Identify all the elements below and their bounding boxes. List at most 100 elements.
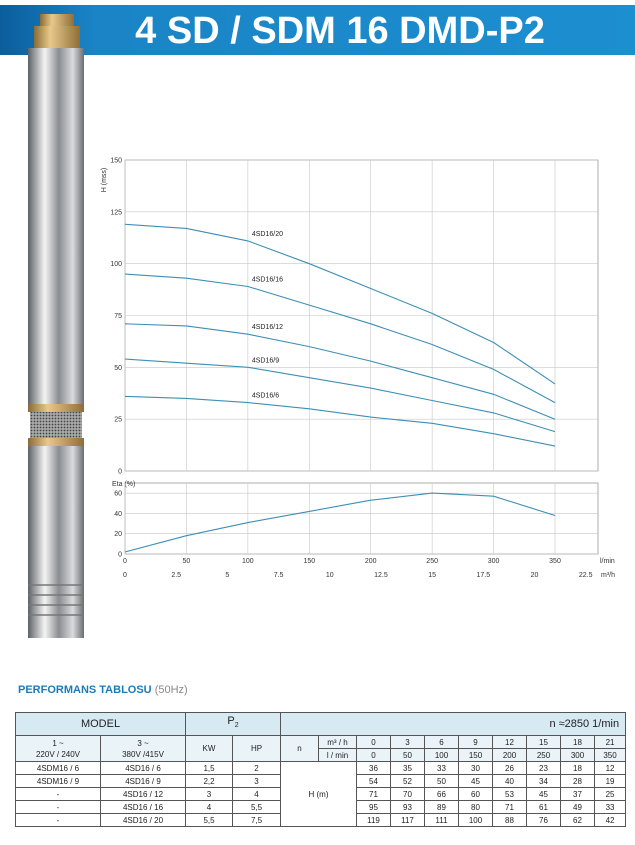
table-cell: 50	[424, 774, 459, 788]
cell-text: MODEL	[80, 717, 121, 730]
header-cell: 9	[458, 735, 493, 749]
subscript: 2	[234, 722, 239, 730]
y-axis-title: H (mss)	[101, 168, 108, 193]
cell-text: 4SD16 / 6	[125, 763, 161, 773]
cell-text: 26	[505, 763, 514, 773]
table-cell: 1,5	[185, 761, 233, 775]
header-cell: m³ / h	[318, 735, 357, 749]
cell-text: 50	[403, 750, 412, 760]
cell-text: HP	[250, 744, 263, 753]
table-cell: 4SD16 / 9	[100, 774, 186, 788]
table-cell: 89	[424, 800, 459, 814]
y-tick-label: 75	[114, 313, 122, 320]
table-cell: 28	[560, 774, 595, 788]
table-cell: 37	[560, 787, 595, 801]
cell-text: 35	[403, 763, 412, 773]
header-cell: 50	[390, 748, 425, 762]
cell-text: 40	[505, 776, 514, 786]
y-tick-label: 50	[114, 365, 122, 372]
curve-label: 4SD16/9	[252, 357, 279, 364]
table-cell: 61	[526, 800, 561, 814]
cell-text: 30	[471, 763, 480, 773]
cell-text: 111	[435, 815, 448, 825]
x2-axis-title: m³/h	[601, 572, 615, 579]
table-cell: 4SD16 / 16	[100, 800, 186, 814]
cell-text: 80	[471, 802, 480, 812]
table-cell: 70	[390, 787, 425, 801]
cell-text: KW	[202, 744, 216, 753]
cell-text: 89	[437, 802, 446, 812]
table-cell: 71	[492, 800, 527, 814]
table-cell: 5,5	[232, 800, 281, 814]
cell-text: 53	[505, 789, 514, 799]
cell-text: 60	[471, 789, 480, 799]
y-tick-label: 40	[114, 511, 122, 518]
table-cell: 45	[526, 787, 561, 801]
table-cell: 4	[185, 800, 233, 814]
x2-tick-label: 5	[225, 572, 229, 579]
cell-text: 300	[570, 750, 585, 760]
curve	[124, 323, 556, 420]
table-heading: PERFORMANS TABLOSU (50Hz)	[18, 684, 188, 696]
x-tick-label: 250	[426, 558, 438, 565]
table-row: - 4SD16 / 16 4 5,5 95 93 89 80 71 61 49 33	[15, 800, 627, 814]
table-cell: 88	[492, 813, 527, 827]
cell-text: 7,5	[250, 815, 263, 825]
header-cell: 200	[492, 748, 527, 762]
cell-text: l / min	[326, 750, 349, 760]
pump-image	[28, 14, 84, 638]
x-tick-label: 0	[123, 558, 127, 565]
table-cell: 35	[390, 761, 425, 775]
y-tick-label: 60	[114, 491, 122, 498]
cell-text: 4SD16 / 16	[122, 802, 164, 812]
table-cell: 5,5	[185, 813, 233, 827]
x-tick-label: 350	[549, 558, 561, 565]
cell-text: 6	[439, 737, 444, 747]
curve-label: 4SD16/6	[252, 393, 279, 400]
table-cell: 26	[492, 761, 527, 775]
table-cell: -	[15, 800, 101, 814]
table-cell: 34	[526, 774, 561, 788]
cell-text: 4SD16 / 12	[122, 789, 164, 799]
sheet: 4 SD / SDM 16 DMD-P2 H (mss) Eta (%) l/m…	[0, 5, 635, 696]
cell-text: 45	[471, 776, 480, 786]
cell-text: 42	[605, 815, 615, 825]
cell-text: 4	[206, 802, 212, 812]
table-cell: 45	[458, 774, 493, 788]
cell-text: -	[56, 815, 60, 825]
x2-tick-label: 12.5	[374, 572, 388, 579]
table-cell: 33	[593, 800, 627, 814]
cell-text: 93	[403, 802, 412, 812]
cell-text: P	[227, 715, 235, 728]
x2-tick-label: 10	[326, 572, 334, 579]
cell-text: 28	[573, 776, 582, 786]
table-cell: 100	[458, 813, 493, 827]
cell-text: 23	[539, 763, 548, 773]
table-cell: 49	[560, 800, 595, 814]
cell-text: 1 ~	[52, 738, 64, 748]
cell-text: 15	[539, 737, 548, 747]
y-tick-label: 25	[114, 417, 122, 424]
table-cell: 40	[492, 774, 527, 788]
cell-text: 119	[367, 815, 380, 825]
y-tick-label: 125	[110, 209, 122, 216]
heading-note: (50Hz)	[155, 684, 188, 696]
cell-text: 1,5	[203, 763, 215, 773]
cell-text: 4SD16 / 9	[125, 776, 161, 786]
cell-text: 49	[573, 802, 582, 812]
cell-text: 5,5	[250, 802, 263, 812]
table-cell: 117	[390, 813, 425, 827]
curve-label: 4SD16/16	[252, 276, 283, 283]
title-banner	[0, 5, 635, 55]
table-cell: 119	[356, 813, 391, 827]
cell-text: 62	[573, 815, 582, 825]
cell-text: 54	[369, 776, 378, 786]
heading-text: PERFORMANS TABLOSU	[18, 684, 152, 696]
header-cell: 1 ~220V / 240V	[15, 735, 101, 762]
header-cell: HP	[232, 735, 281, 762]
cell-text: 9	[473, 737, 478, 747]
table-cell: 62	[560, 813, 595, 827]
x2-tick-label: 15	[428, 572, 436, 579]
